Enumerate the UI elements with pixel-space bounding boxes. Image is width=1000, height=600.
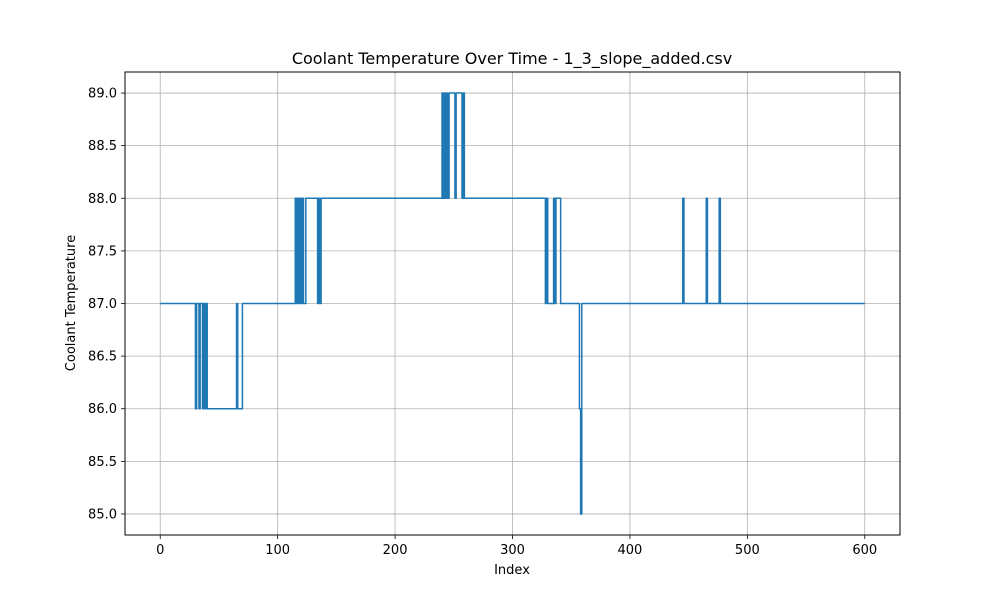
y-tick-label: 85.0 — [88, 507, 117, 522]
x-tick-label: 400 — [618, 543, 643, 558]
series-layer — [160, 92, 865, 515]
y-tick-label: 87.0 — [88, 297, 117, 312]
y-tick-label: 89.0 — [88, 87, 117, 102]
y-axis-label: Coolant Temperature — [64, 235, 79, 371]
x-axis-label: Index — [494, 563, 530, 578]
y-tick-label: 85.5 — [88, 455, 117, 470]
x-tick-label: 100 — [265, 543, 290, 558]
x-axis: 0 100 200 300 400 500 600 — [156, 535, 877, 558]
y-axis: 85.0 85.5 86.0 86.5 87.0 87.5 88.0 88.5 89.0 — [88, 87, 125, 522]
series-line-0 — [160, 92, 865, 515]
y-tick-label: 86.0 — [88, 402, 117, 417]
y-tick-label: 86.5 — [88, 350, 117, 365]
chart-title: Coolant Temperature Over Time - 1_3_slop… — [292, 49, 732, 69]
x-tick-label: 500 — [735, 543, 760, 558]
x-tick-label: 200 — [383, 543, 408, 558]
x-tick-label: 300 — [500, 543, 525, 558]
x-tick-label: 0 — [156, 543, 164, 558]
y-tick-label: 88.0 — [88, 192, 117, 207]
x-tick-label: 600 — [852, 543, 877, 558]
y-tick-label: 88.5 — [88, 139, 117, 154]
y-tick-label: 87.5 — [88, 244, 117, 259]
